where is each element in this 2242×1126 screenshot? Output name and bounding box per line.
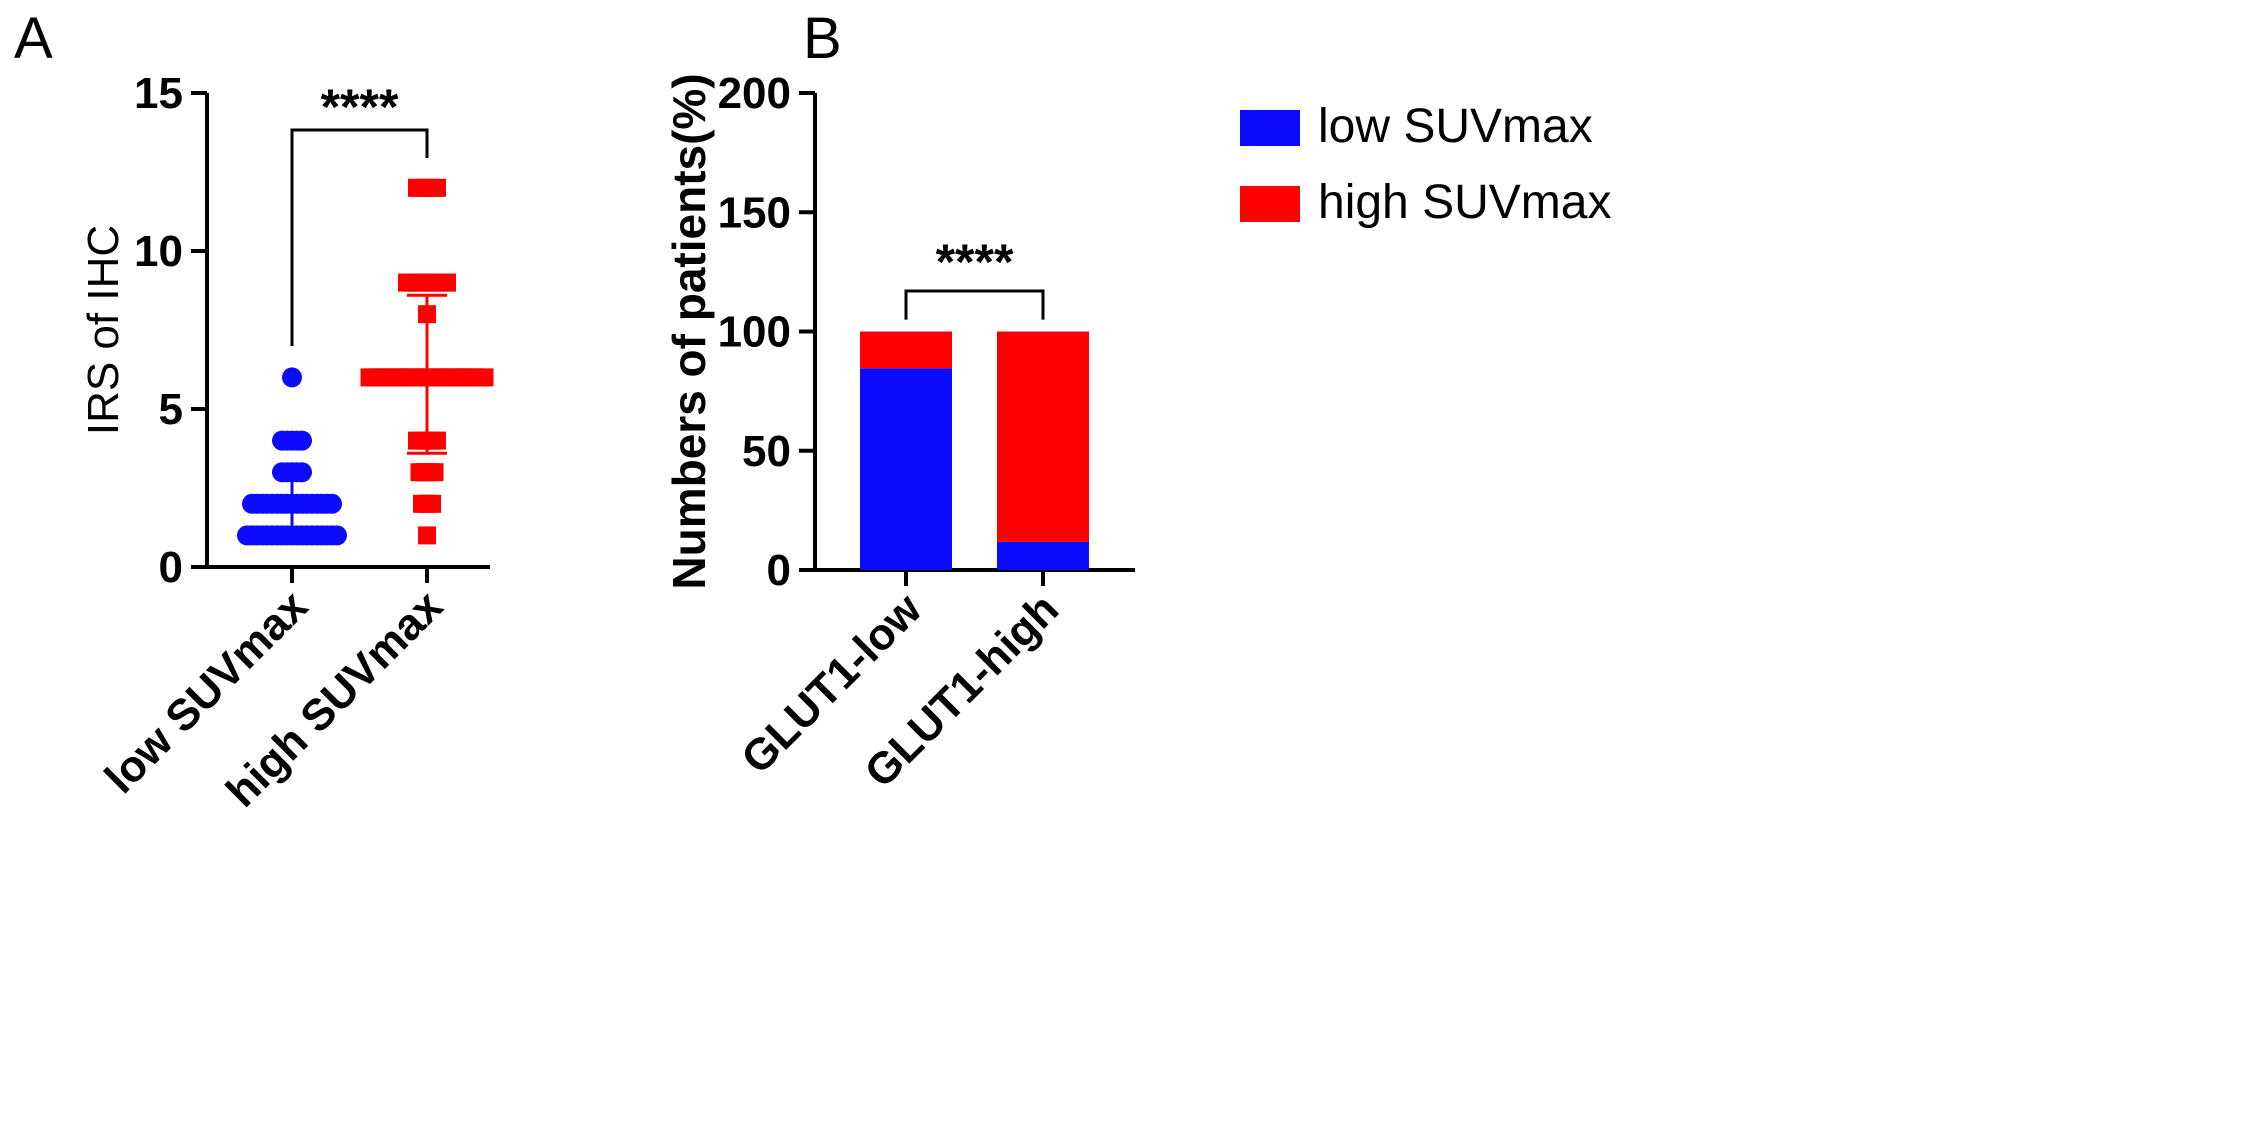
significance-bracket <box>904 289 1045 320</box>
significance-bracket <box>290 128 429 346</box>
data-point <box>438 273 456 292</box>
data-point <box>425 463 444 482</box>
bar-segment <box>860 331 952 369</box>
data-point <box>428 431 446 450</box>
data-point <box>327 525 347 546</box>
y-tick-label: 0 <box>767 546 791 595</box>
bar-segment <box>997 541 1089 570</box>
data-point <box>292 430 312 451</box>
data-point <box>475 368 494 387</box>
legend-label: low SUVmax <box>1318 100 1593 153</box>
data-point <box>322 493 342 514</box>
y-axis-title: Numbers of patients(%) <box>663 73 715 589</box>
bar-segment <box>860 368 952 570</box>
bar-segment <box>997 331 1089 542</box>
panel-a-label: A <box>14 6 53 71</box>
y-tick-label: 0 <box>159 543 183 592</box>
legend-label: high SUVmax <box>1318 176 1611 229</box>
y-tick-label: 200 <box>718 69 791 118</box>
y-tick-label: 15 <box>134 69 183 118</box>
data-point <box>282 367 302 388</box>
y-tick-label: 50 <box>742 427 791 476</box>
y-tick-label: 150 <box>718 188 791 237</box>
data-point <box>418 526 436 545</box>
y-tick-label: 10 <box>134 227 183 276</box>
legend: low SUVmax high SUVmax <box>1240 100 1611 229</box>
y-axis-title: IRS of IHC <box>79 225 128 435</box>
significance-label: **** <box>321 79 399 135</box>
panel-b-label: B <box>803 6 842 71</box>
legend-swatch <box>1240 110 1300 146</box>
data-point <box>423 494 441 513</box>
data-point <box>428 178 446 197</box>
y-tick-label: 5 <box>159 385 183 434</box>
y-tick-label: 100 <box>718 308 791 357</box>
legend-swatch <box>1240 186 1300 222</box>
significance-label: **** <box>936 234 1014 290</box>
